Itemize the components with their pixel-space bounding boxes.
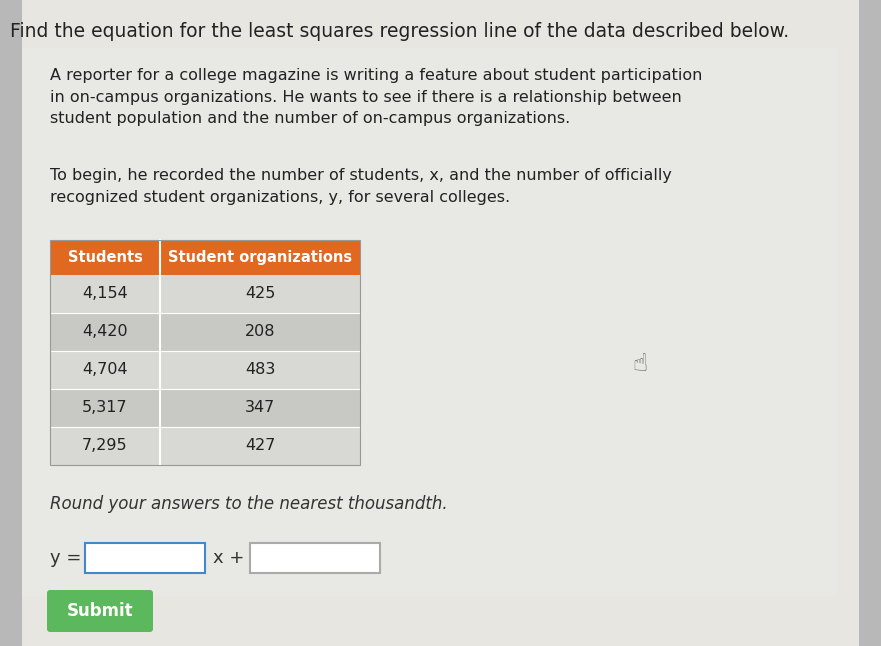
Bar	[50, 240, 360, 465]
Text: Find the equation for the least squares regression line of the data described be: Find the equation for the least squares …	[10, 22, 789, 41]
Text: 427: 427	[245, 439, 275, 453]
Text: To begin, he recorded the number of students, x, and the number of officially
re: To begin, he recorded the number of stud…	[50, 168, 672, 205]
Text: Submit: Submit	[67, 602, 133, 620]
Text: 425: 425	[245, 286, 275, 302]
Text: x +: x +	[213, 549, 244, 567]
Bar	[50, 389, 360, 427]
Text: Student organizations: Student organizations	[168, 250, 352, 265]
Bar	[50, 275, 360, 313]
FancyBboxPatch shape	[47, 590, 153, 632]
Text: y =: y =	[50, 549, 81, 567]
Text: Students: Students	[68, 250, 143, 265]
Bar	[50, 351, 360, 389]
Text: Round your answers to the nearest thousandth.: Round your answers to the nearest thousa…	[50, 495, 448, 513]
Text: A reporter for a college magazine is writing a feature about student participati: A reporter for a college magazine is wri…	[50, 68, 702, 126]
Bar	[50, 313, 360, 351]
Text: 483: 483	[245, 362, 275, 377]
Bar	[859, 0, 881, 646]
Bar	[85, 543, 205, 573]
Text: 4,154: 4,154	[82, 286, 128, 302]
Bar	[22, 48, 837, 596]
Text: 4,704: 4,704	[82, 362, 128, 377]
Text: 7,295: 7,295	[82, 439, 128, 453]
Text: 4,420: 4,420	[82, 324, 128, 340]
Bar	[250, 543, 380, 573]
Text: 208: 208	[245, 324, 275, 340]
Bar	[0, 0, 22, 646]
Bar	[50, 240, 360, 275]
Text: ☝: ☝	[633, 352, 648, 376]
Text: 5,317: 5,317	[82, 401, 128, 415]
Text: 347: 347	[245, 401, 275, 415]
Bar	[50, 427, 360, 465]
